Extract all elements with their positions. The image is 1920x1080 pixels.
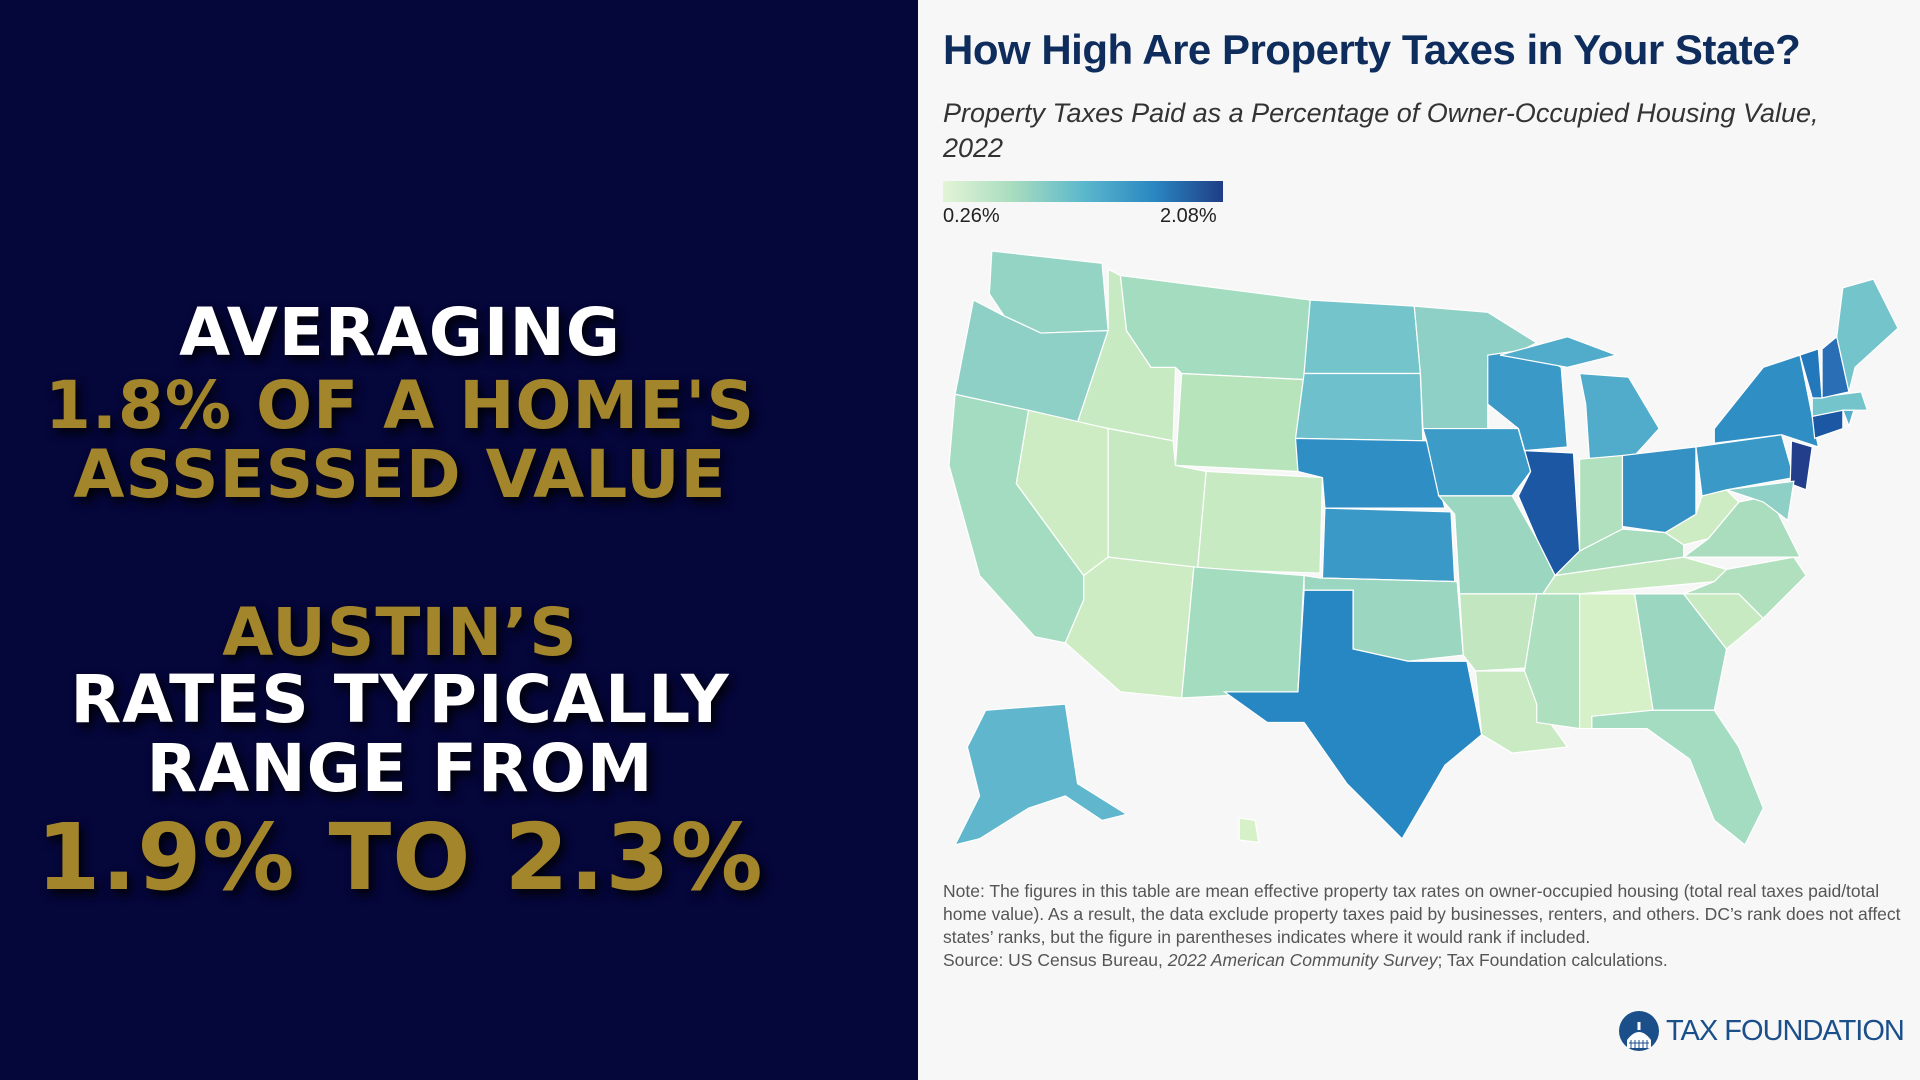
capitol-dome-icon xyxy=(1619,1011,1659,1051)
legend-min-label: 0.26% xyxy=(943,205,1000,227)
source-text: Source: US Census Bureau, 2022 American … xyxy=(943,949,1903,972)
overlay-line-range-values: 1.9% TO 2.3% xyxy=(36,804,764,911)
state-il xyxy=(1517,428,1581,577)
overlay-line-rates: RATES TYPICALLY xyxy=(70,661,730,738)
state-wy xyxy=(1174,372,1305,473)
source-suffix: ; Tax Foundation calculations. xyxy=(1437,950,1668,970)
overlay-line-averaging: AVERAGING xyxy=(179,294,621,371)
source-italic: 2022 American Community Survey xyxy=(1167,950,1438,970)
chart-title: How High Are Property Taxes in Your Stat… xyxy=(943,26,1801,73)
source-prefix: Source: US Census Bureau, xyxy=(943,950,1168,970)
logo-text: TAX FOUNDATION xyxy=(1666,1014,1905,1047)
state-nd xyxy=(1303,299,1422,375)
state-ga xyxy=(1633,593,1728,711)
state-tx xyxy=(1222,589,1483,840)
state-ri xyxy=(1841,409,1855,428)
state-nm xyxy=(1180,566,1305,699)
state-oh xyxy=(1621,446,1697,534)
state-ar xyxy=(1458,593,1542,672)
overlay-line-rate: 1.8% OF A HOME'S xyxy=(44,367,756,444)
state-mi xyxy=(1499,336,1619,368)
state-fl xyxy=(1591,709,1764,846)
state-mi xyxy=(1578,372,1660,460)
state-hi xyxy=(1238,817,1260,844)
state-me xyxy=(1836,278,1899,392)
state-ny xyxy=(1713,354,1820,448)
chart-subtitle: Property Taxes Paid as a Percentage of O… xyxy=(943,98,1819,163)
legend-gradient-bar xyxy=(943,181,1223,202)
video-overlay-panel: AVERAGING 1.8% OF A HOME'S ASSESSED VALU… xyxy=(0,0,918,1080)
state-ks xyxy=(1321,507,1456,583)
overlay-line-assessed: ASSESSED VALUE xyxy=(73,436,727,513)
state-ak xyxy=(953,703,1129,846)
state-mt xyxy=(1119,274,1311,381)
state-ia xyxy=(1422,427,1532,497)
state-md xyxy=(1726,480,1795,522)
state-nc xyxy=(1683,556,1807,620)
state-nj xyxy=(1789,440,1813,491)
state-wv xyxy=(1664,489,1740,546)
overlay-line-range: RANGE FROM xyxy=(146,730,654,807)
state-az xyxy=(1064,556,1195,699)
overlay-line-austin: AUSTIN’S xyxy=(222,594,578,671)
note-text: Note: The figures in this table are mean… xyxy=(943,881,1901,947)
chart-note: Note: The figures in this table are mean… xyxy=(943,880,1903,972)
state-sd xyxy=(1294,372,1424,442)
tax-foundation-logo: TAX FOUNDATION xyxy=(1618,1010,1905,1052)
state-co xyxy=(1196,470,1324,574)
legend-max-label: 2.08% xyxy=(1160,205,1217,227)
